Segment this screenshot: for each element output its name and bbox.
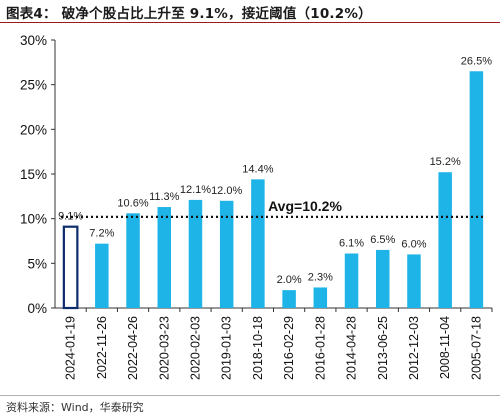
y-tick-label: 0% [27,301,47,316]
chart-data-labels: 9.1% 7.2% 10.6%11.3%12.1% 12.0%14.4% 2.0% 2.3… [58,55,492,286]
title-divider [0,22,500,23]
bar [95,243,109,308]
bar [313,287,328,308]
bar-data-label: 14.4% [242,163,273,175]
y-tick-label: 5% [27,256,47,271]
bar-data-label: 12.0% [211,185,242,197]
bar [251,179,265,308]
x-tick-label: 2020-03-23 [157,316,171,380]
bar-data-label: 6.5% [370,234,395,246]
bar [282,290,296,308]
footer-divider [0,395,500,396]
bar [219,200,234,308]
x-tick-label: 2014-04-28 [345,316,359,380]
x-tick-label: 2012-12-03 [407,316,421,380]
bar [469,71,484,309]
bar-data-label: 6.0% [401,238,426,250]
bar-data-label: 10.6% [117,197,148,209]
x-tick-label: 2019-01-03 [220,316,234,380]
x-tick-label: 2022-11-26 [95,316,109,379]
bar [188,199,203,308]
bar [376,249,390,308]
x-tick-label: 2008-11-04 [438,316,452,379]
chart-bars [62,71,484,310]
x-tick-label: 2016-01-28 [313,316,327,380]
bar-data-label: 11.3% [149,191,180,203]
bar-chart: 9.1% 7.2% 10.6%11.3%12.1% 12.0%14.4% 2.0% 2.3… [20,33,493,380]
chart-reference-line: Avg=10.2% [61,198,486,218]
x-tick-label: 2020-02-03 [188,316,202,380]
bar-data-label: 9.1% [58,211,83,223]
bar-data-label: 15.2% [430,156,461,168]
bar [344,253,359,308]
bar-data-label: 2.3% [308,271,333,283]
chart-title: 图表4： 破净个股占比上升至 9.1%，接近阈值（10.2%） [6,6,372,22]
y-tick-label: 30% [20,33,47,48]
source-note: 资料来源：Wind，华泰研究 [6,401,144,414]
bar-data-label: 7.2% [89,228,114,240]
bar-data-label: 2.0% [277,274,302,286]
bar-highlighted [62,225,79,310]
x-tick-label: 2022-04-26 [126,316,140,380]
y-tick-label: 10% [20,212,47,227]
chart-axes [51,39,493,312]
y-tick-label: 25% [20,78,47,93]
bar-data-label: 26.5% [461,55,492,67]
x-tick-label: 2005-07-18 [469,316,483,380]
x-tick-label: 2013-06-25 [376,316,390,380]
bar [126,213,140,308]
average-reference-label: Avg=10.2% [268,198,342,214]
bar [438,172,452,308]
x-tick-label: 2018-10-18 [251,316,265,380]
chart-y-tick-labels: 0% 5% 10% 15% 20% 25% 30% [20,33,47,316]
y-tick-label: 20% [20,122,47,137]
bar [157,207,171,308]
chart-x-tick-labels: 2024-01-19 2022-11-26 2022-04-26 2020-03-23… [64,316,484,380]
bar [407,254,421,308]
y-tick-label: 15% [20,167,47,182]
x-tick-label: 2024-01-19 [64,316,78,380]
bar-data-label: 12.1% [180,184,211,196]
bar-data-label: 6.1% [339,238,364,250]
x-tick-label: 2016-02-29 [282,316,296,380]
